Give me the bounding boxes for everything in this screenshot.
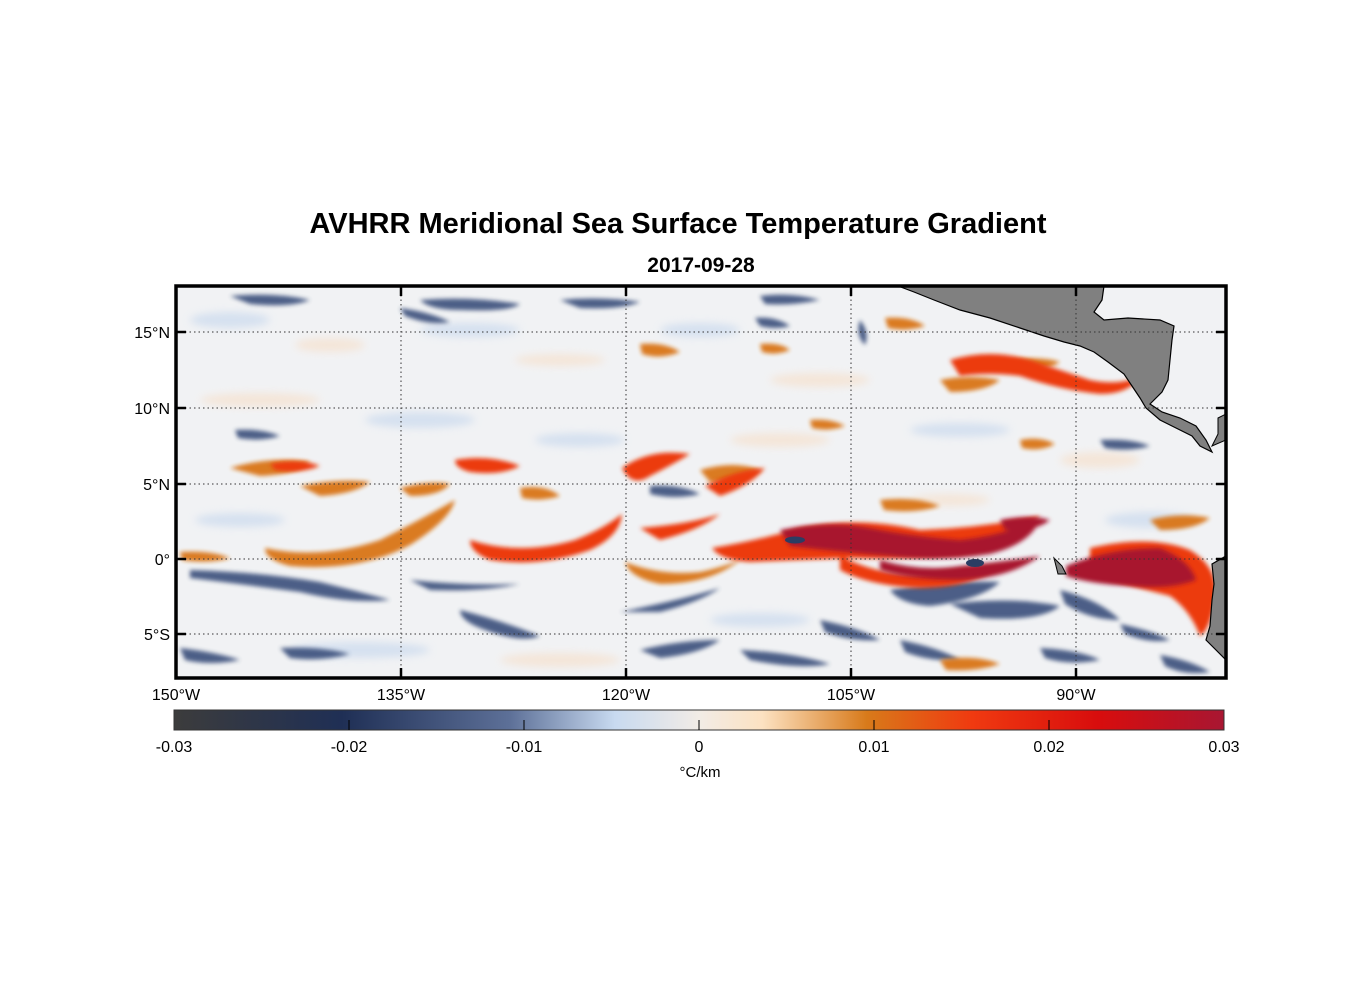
lat-tick-label: 10°N xyxy=(134,401,170,418)
chart-subtitle: 2017-09-28 xyxy=(647,254,755,277)
colorbar-tick-label: 0 xyxy=(694,739,704,756)
lat-tick-label: 15°N xyxy=(134,325,170,342)
colorbar-tick-label: -0.03 xyxy=(155,739,193,756)
lon-tick-label: 120°W xyxy=(602,687,651,704)
lat-tick-label: 5°S xyxy=(144,627,170,644)
map-frame xyxy=(174,284,1228,680)
lon-tick-label: 135°W xyxy=(377,687,426,704)
colorbar-tick-label: -0.02 xyxy=(330,739,368,756)
colorbar-tick-label: 0.03 xyxy=(1208,739,1240,756)
lat-tick-label: 0° xyxy=(155,552,170,569)
lon-tick-label: 105°W xyxy=(827,687,876,704)
colorbar-unit-label: °C/km xyxy=(679,764,721,781)
chart-title: AVHRR Meridional Sea Surface Temperature… xyxy=(309,208,1047,240)
lon-tick-label: 90°W xyxy=(1056,687,1096,704)
lat-tick-label: 5°N xyxy=(143,477,170,494)
colorbar-tick-label: 0.02 xyxy=(1033,739,1065,756)
colorbar-tick-label: -0.01 xyxy=(505,739,543,756)
lon-tick-label: 150°W xyxy=(152,687,201,704)
colorbar-tick-label: 0.01 xyxy=(858,739,890,756)
gradient-field xyxy=(176,286,1226,678)
